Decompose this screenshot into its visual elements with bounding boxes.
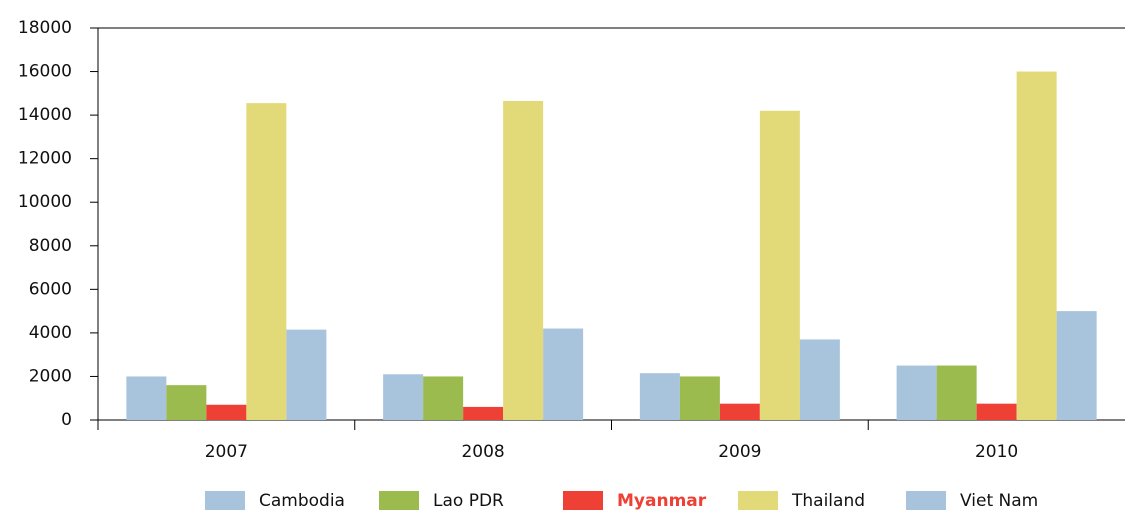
x-tick-label: 2008 bbox=[461, 442, 504, 462]
bar bbox=[246, 103, 287, 420]
bar bbox=[1016, 71, 1057, 421]
y-tick-label: 2000 bbox=[29, 366, 72, 386]
x-tick-label: 2009 bbox=[718, 442, 761, 462]
bar bbox=[543, 328, 584, 420]
y-tick-label: 4000 bbox=[29, 323, 72, 343]
bar bbox=[639, 373, 680, 420]
bar bbox=[423, 376, 464, 420]
x-tick-label: 2007 bbox=[205, 442, 248, 462]
bar bbox=[759, 110, 800, 420]
legend-swatch bbox=[205, 491, 245, 510]
bar bbox=[896, 365, 937, 420]
bar bbox=[166, 385, 207, 420]
legend-swatch bbox=[379, 491, 419, 510]
bar bbox=[1056, 311, 1097, 420]
bar bbox=[799, 339, 840, 420]
bar bbox=[383, 374, 424, 420]
y-tick-label: 14000 bbox=[18, 105, 72, 125]
legend-label: Lao PDR bbox=[433, 491, 504, 511]
y-tick-label: 8000 bbox=[29, 236, 72, 256]
bar bbox=[503, 100, 544, 420]
bar bbox=[463, 406, 504, 420]
y-tick-label: 16000 bbox=[18, 62, 72, 82]
legend-swatch bbox=[563, 491, 603, 510]
legend-swatch bbox=[906, 491, 946, 510]
legend-label: Cambodia bbox=[259, 491, 345, 511]
y-tick-label: 10000 bbox=[18, 192, 72, 212]
bar bbox=[126, 376, 167, 420]
y-tick-label: 6000 bbox=[29, 279, 72, 299]
bar bbox=[719, 403, 760, 420]
bar bbox=[286, 329, 327, 420]
bar bbox=[976, 403, 1017, 420]
y-tick-label: 18000 bbox=[18, 18, 72, 38]
bar bbox=[936, 365, 977, 420]
y-tick-label: 12000 bbox=[18, 149, 72, 169]
legend-label: Thailand bbox=[791, 491, 865, 511]
x-tick-label: 2010 bbox=[975, 442, 1018, 462]
bar bbox=[679, 376, 720, 420]
legend-label: Myanmar bbox=[617, 491, 707, 511]
legend-swatch bbox=[738, 491, 778, 510]
y-tick-label: 0 bbox=[61, 410, 72, 430]
bar bbox=[206, 404, 247, 420]
legend-label: Viet Nam bbox=[960, 491, 1038, 511]
